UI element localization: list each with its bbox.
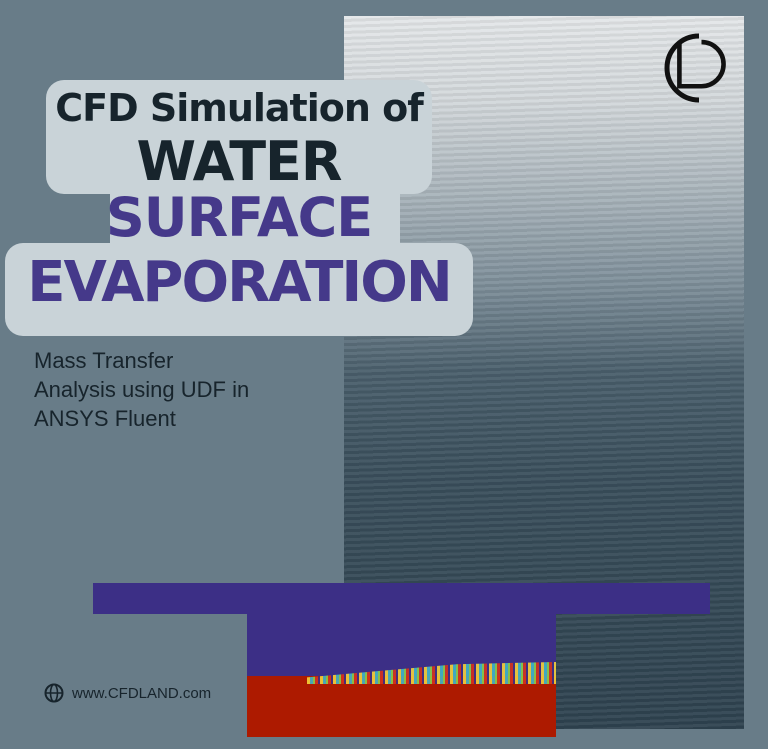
simulation-contour: [247, 600, 556, 737]
water-phase: [247, 676, 556, 737]
website-link[interactable]: www.CFDLAND.com: [44, 683, 211, 703]
subtitle-line: Analysis using UDF in: [34, 377, 250, 402]
website-label[interactable]: www.CFDLAND.com: [72, 684, 212, 702]
title-line-1: CFD Simulation of: [55, 86, 424, 130]
title-box: [110, 150, 400, 260]
title-line-3: SURFACE: [105, 186, 373, 249]
title-line-4: EVAPORATION: [27, 250, 452, 315]
title-box: [5, 243, 473, 336]
cfdland-logo: [664, 33, 726, 103]
evaporation-interface: [307, 662, 556, 684]
title-line-2: WATER: [136, 130, 342, 193]
globe-icon: [44, 683, 64, 703]
subtitle: Mass Transfer Analysis using UDF in ANSY…: [34, 346, 249, 433]
subtitle-line: Mass Transfer: [34, 348, 174, 373]
subtitle-line: ANSYS Fluent: [34, 406, 176, 431]
